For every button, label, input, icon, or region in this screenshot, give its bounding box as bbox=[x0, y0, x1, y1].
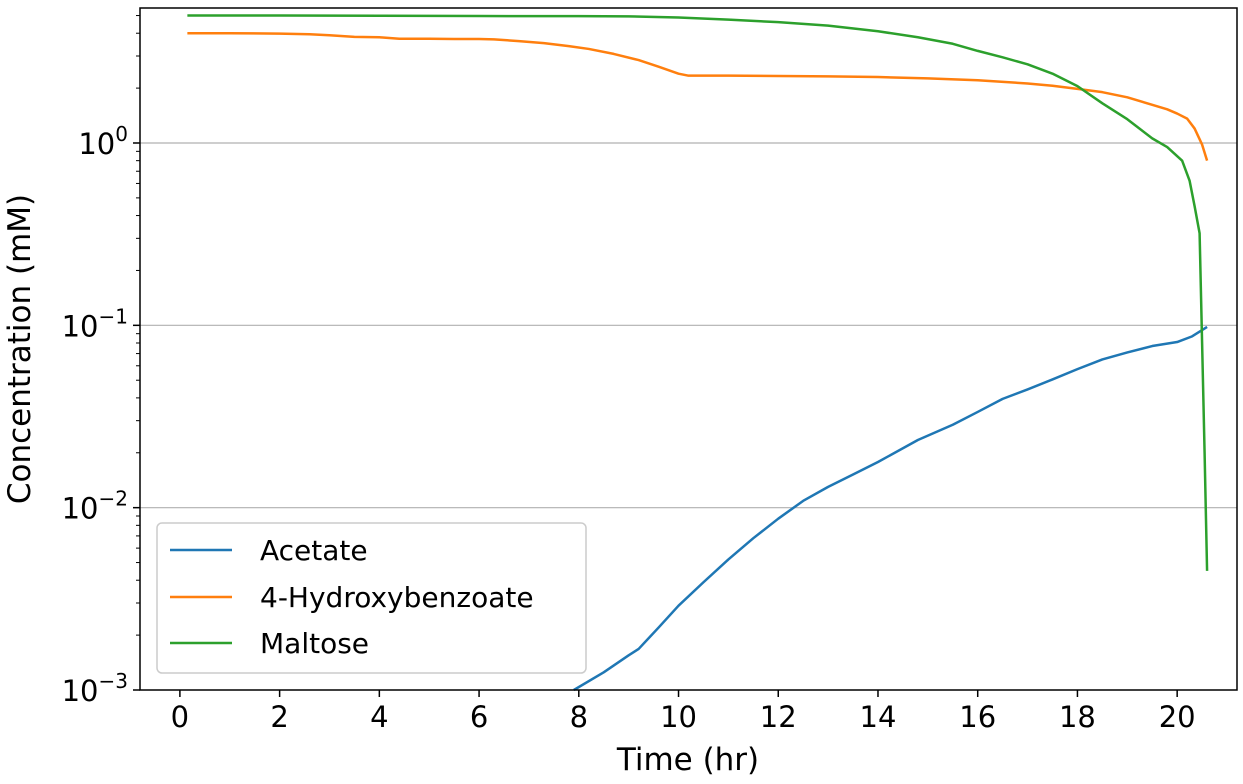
x-tick-label-7: 14 bbox=[860, 700, 897, 734]
y-axis-label: Concentration (mM) bbox=[2, 194, 38, 504]
legend-label-maltose: Maltose bbox=[260, 627, 369, 660]
series-line-4-hydroxybenzoate bbox=[187, 31, 1209, 162]
x-tick-label-2: 4 bbox=[370, 700, 388, 734]
series-line-maltose bbox=[187, 14, 1209, 571]
x-axis-ticks: 0 2 4 6 8 10 12 14 16 18 20 bbox=[171, 690, 1196, 734]
y-tick-label-1: 10−2 bbox=[62, 487, 128, 526]
legend-label-acetate: Acetate bbox=[260, 534, 368, 567]
x-tick-label-5: 10 bbox=[660, 700, 697, 734]
x-tick-label-10: 20 bbox=[1159, 700, 1196, 734]
y-tick-label-0: 10−3 bbox=[62, 669, 128, 708]
legend-label-4-hydroxybenzoate: 4-Hydroxybenzoate bbox=[260, 581, 534, 614]
y-axis-ticks: 10−3 10−2 10−1 100 bbox=[62, 15, 140, 708]
plot-series bbox=[187, 14, 1209, 692]
x-tick-label-3: 6 bbox=[470, 700, 488, 734]
gridlines bbox=[140, 142, 1237, 509]
legend-box bbox=[156, 522, 587, 674]
plot-frame bbox=[139, 7, 1238, 691]
x-axis-label: Time (hr) bbox=[616, 742, 759, 778]
series-line-acetate bbox=[573, 325, 1208, 692]
x-tick-label-0: 0 bbox=[171, 700, 189, 734]
x-tick-label-1: 2 bbox=[270, 700, 288, 734]
x-tick-label-4: 8 bbox=[570, 700, 588, 734]
x-tick-label-8: 16 bbox=[959, 700, 996, 734]
x-tick-label-6: 12 bbox=[760, 700, 797, 734]
y-tick-label-2: 10−1 bbox=[62, 304, 128, 343]
legend: Acetate 4-Hydroxybenzoate Maltose bbox=[156, 522, 587, 674]
y-tick-label-3: 100 bbox=[78, 122, 128, 161]
x-tick-label-9: 18 bbox=[1059, 700, 1096, 734]
